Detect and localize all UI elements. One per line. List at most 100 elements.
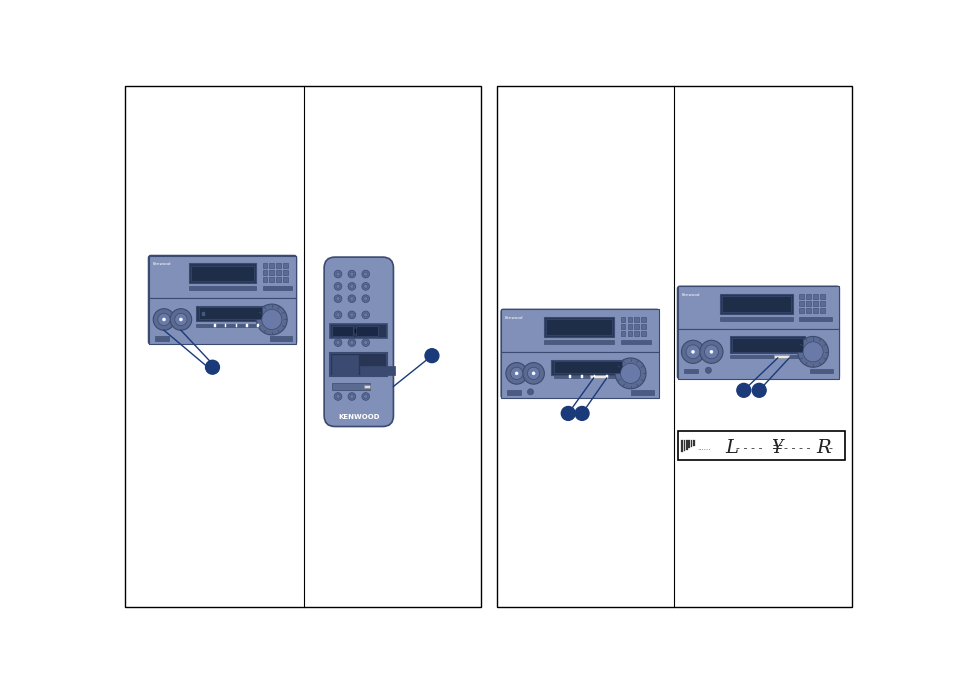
Circle shape xyxy=(335,297,339,300)
Bar xyxy=(812,301,817,306)
Circle shape xyxy=(363,272,367,276)
Circle shape xyxy=(363,341,367,344)
Bar xyxy=(627,317,632,322)
Circle shape xyxy=(700,340,722,364)
Bar xyxy=(683,369,697,373)
Circle shape xyxy=(205,360,219,374)
Bar xyxy=(545,320,612,335)
Bar xyxy=(680,440,682,452)
Bar xyxy=(202,311,205,316)
Bar xyxy=(332,355,357,375)
Bar xyxy=(729,355,804,358)
Bar xyxy=(332,326,353,336)
Bar xyxy=(154,336,169,341)
Bar xyxy=(191,265,253,281)
Bar xyxy=(630,390,653,395)
Bar xyxy=(553,361,621,373)
Bar xyxy=(269,263,274,268)
Bar xyxy=(269,270,274,275)
Circle shape xyxy=(334,392,341,401)
Text: Kenwood: Kenwood xyxy=(504,316,523,320)
Bar xyxy=(553,375,626,378)
Circle shape xyxy=(335,313,339,317)
Bar xyxy=(262,286,292,290)
Bar xyxy=(283,263,288,268)
Bar xyxy=(543,317,614,338)
Circle shape xyxy=(361,392,369,401)
Circle shape xyxy=(505,363,527,384)
Bar xyxy=(721,296,790,311)
Bar xyxy=(246,324,248,327)
Bar xyxy=(805,308,810,313)
Circle shape xyxy=(334,311,341,319)
Circle shape xyxy=(170,309,192,330)
Circle shape xyxy=(261,309,281,329)
Bar xyxy=(692,440,694,446)
Bar xyxy=(634,317,639,322)
Circle shape xyxy=(153,309,174,330)
Bar xyxy=(732,338,802,352)
Circle shape xyxy=(348,295,355,303)
Bar xyxy=(189,263,256,283)
Circle shape xyxy=(350,394,354,399)
Circle shape xyxy=(350,297,354,300)
Circle shape xyxy=(685,345,700,359)
Bar xyxy=(589,375,606,378)
Bar xyxy=(276,277,281,282)
Circle shape xyxy=(334,339,341,346)
Bar xyxy=(149,298,296,344)
Circle shape xyxy=(256,304,287,335)
Circle shape xyxy=(334,295,341,303)
Circle shape xyxy=(350,285,354,288)
Bar xyxy=(799,294,803,298)
Bar xyxy=(500,352,659,398)
Circle shape xyxy=(334,283,341,290)
Text: L: L xyxy=(724,439,738,457)
Bar xyxy=(213,324,215,327)
Bar xyxy=(257,324,258,327)
Bar xyxy=(283,270,288,275)
Circle shape xyxy=(348,392,355,401)
Text: KENWOOD: KENWOOD xyxy=(337,414,379,421)
Circle shape xyxy=(620,364,640,383)
Circle shape xyxy=(361,311,369,319)
Circle shape xyxy=(335,272,339,276)
Circle shape xyxy=(174,314,187,326)
Bar xyxy=(620,340,651,344)
Bar xyxy=(677,286,839,329)
Bar xyxy=(688,440,689,449)
Bar xyxy=(149,256,296,298)
Circle shape xyxy=(157,314,170,326)
Bar xyxy=(812,294,817,298)
Bar xyxy=(729,336,804,353)
Circle shape xyxy=(680,340,703,364)
Bar xyxy=(683,440,684,451)
Bar xyxy=(677,329,839,379)
Circle shape xyxy=(515,372,517,375)
Bar xyxy=(685,440,687,449)
Bar xyxy=(773,355,788,358)
FancyBboxPatch shape xyxy=(500,309,659,398)
Bar xyxy=(551,359,624,375)
Circle shape xyxy=(361,295,369,303)
Circle shape xyxy=(361,339,369,346)
Bar xyxy=(500,309,659,352)
Circle shape xyxy=(527,367,539,379)
Bar xyxy=(332,383,370,390)
Bar xyxy=(640,317,645,322)
Bar xyxy=(640,324,645,329)
Circle shape xyxy=(797,336,827,367)
Text: Kenwood: Kenwood xyxy=(680,292,700,296)
Bar xyxy=(262,277,267,282)
Circle shape xyxy=(361,270,369,278)
Text: R: R xyxy=(816,439,830,457)
Circle shape xyxy=(348,283,355,290)
Bar xyxy=(225,324,226,327)
Bar xyxy=(593,375,595,378)
Circle shape xyxy=(527,389,533,395)
Circle shape xyxy=(335,341,339,344)
Bar xyxy=(720,317,792,321)
Bar xyxy=(543,340,614,344)
Text: - - - -: - - - - xyxy=(783,443,809,453)
Circle shape xyxy=(334,270,341,278)
